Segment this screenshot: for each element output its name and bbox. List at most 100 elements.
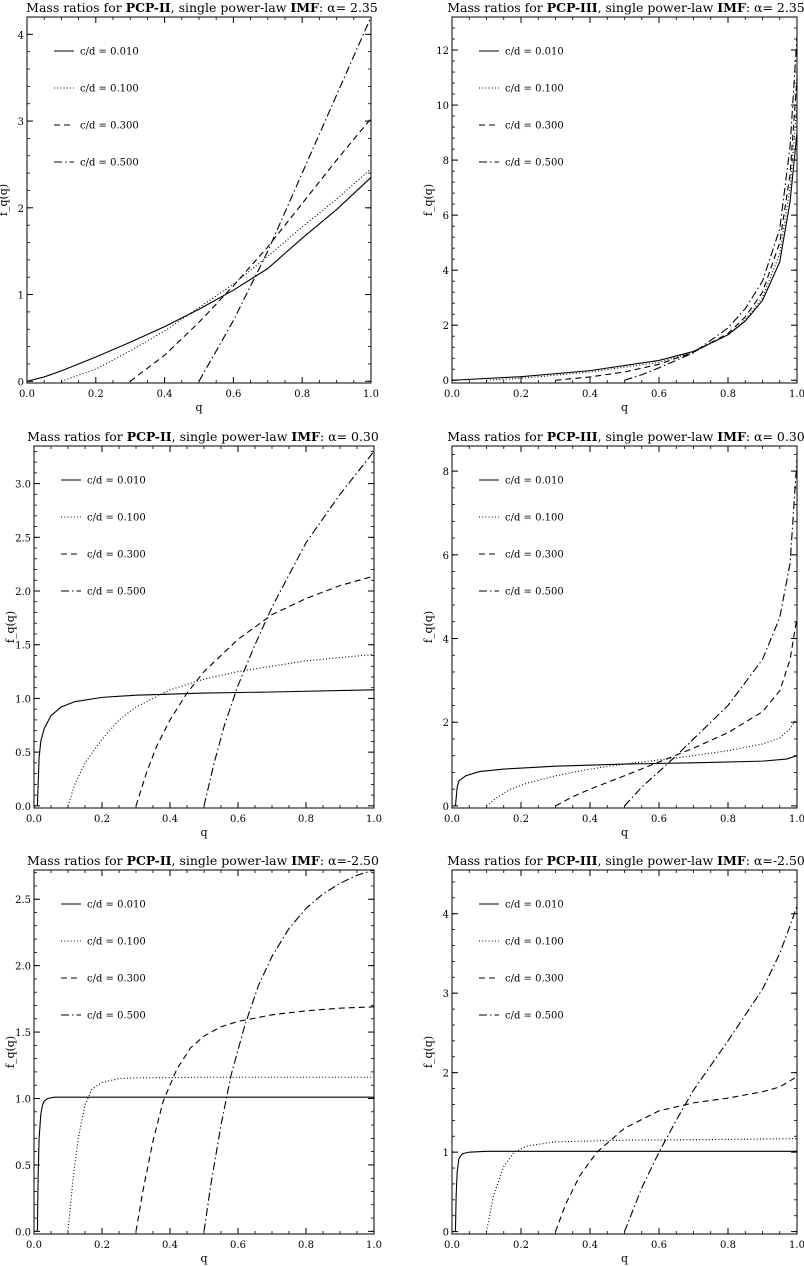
x-tick-label: 1.0 [789, 814, 804, 825]
y-tick-label: 6 [443, 211, 449, 222]
legend-label: c/d = 0.100 [505, 937, 564, 948]
chart-title-imf: IMF [717, 429, 746, 444]
chart-title-model: PCP-II [127, 429, 172, 444]
y-tick-label: 12 [436, 46, 449, 57]
chart-title-alpha-label: : α=-2.50 [746, 853, 804, 868]
legend-prefix: c/d = [505, 476, 535, 487]
y-axis-label: f_q(q) [422, 184, 435, 216]
y-tick-label: 0.0 [15, 802, 31, 813]
chart-title-prefix: Mass ratios for [27, 853, 127, 868]
x-tick-label: 0.4 [162, 814, 178, 825]
x-tick-label: 1.0 [366, 1240, 382, 1251]
legend-value: 0.500 [117, 587, 146, 598]
legend-label: c/d = 0.300 [505, 974, 564, 985]
x-tick-label: 0.0 [444, 389, 460, 400]
chart-title-model: PCP-III [547, 853, 598, 868]
x-axis-label: q [621, 826, 628, 839]
y-tick-label: 1.0 [15, 1094, 31, 1105]
x-tick-label: 0.4 [582, 1240, 598, 1251]
legend-value: 0.300 [117, 974, 146, 985]
series-line-dotted [67, 653, 374, 807]
x-tick-label: 1.0 [363, 389, 379, 400]
legend-value: 0.100 [117, 937, 146, 948]
legend-value: 0.010 [110, 47, 139, 58]
legend-value: 0.010 [117, 900, 146, 911]
y-tick-label: 0.0 [15, 1227, 31, 1238]
legend-label: c/d = 0.100 [87, 937, 146, 948]
series-line-dashdot [203, 451, 374, 806]
chart-title-imf: IMF [717, 853, 746, 868]
legend-value: 0.010 [535, 47, 564, 58]
x-tick-label: 0.2 [513, 814, 529, 825]
y-tick-label: 0 [443, 802, 449, 813]
x-tick-label: 0.2 [94, 1240, 110, 1251]
y-tick-label: 3 [18, 117, 24, 128]
legend-value: 0.500 [535, 1011, 564, 1022]
series-line-dashdot [624, 458, 797, 807]
series-line-dashed [129, 118, 371, 382]
x-tick-label: 0.4 [162, 1240, 178, 1251]
y-tick-label: 0.5 [15, 748, 31, 759]
series-line-dashdot [198, 17, 371, 382]
chart-title-prefix: Mass ratios for [27, 429, 127, 444]
legend-label: c/d = 0.500 [80, 158, 139, 169]
x-tick-label: 1.0 [789, 1240, 804, 1251]
y-tick-label: 1 [443, 1148, 449, 1159]
chart-title: Mass ratios for PCP-III, single power-la… [447, 429, 804, 444]
legend-label: c/d = 0.010 [87, 476, 146, 487]
chart-title-alpha-label: : α= 0.30 [320, 429, 379, 444]
legend-prefix: c/d = [505, 121, 535, 132]
x-axis-label: q [195, 401, 202, 414]
legend-prefix: c/d = [87, 587, 117, 598]
x-tick-label: 0.2 [513, 1240, 529, 1251]
x-tick-label: 0.8 [720, 389, 736, 400]
legend-value: 0.300 [535, 974, 564, 985]
y-tick-label: 3 [443, 989, 449, 1000]
chart-title-alpha-label: : α= 2.35 [319, 0, 378, 15]
legend-value: 0.100 [535, 937, 564, 948]
series-line-dashed [135, 575, 374, 807]
legend-label: c/d = 0.300 [505, 550, 564, 561]
x-tick-label: 0.0 [444, 1240, 460, 1251]
y-tick-label: 10 [436, 101, 449, 112]
legend-prefix: c/d = [505, 513, 535, 524]
series-line-solid [452, 132, 797, 381]
plot-frame [33, 445, 375, 809]
y-tick-label: 6 [443, 551, 449, 562]
chart-title-model: PCP-III [547, 0, 598, 15]
chart-title-imf: IMF [291, 429, 320, 444]
y-axis-label: f_q(q) [422, 611, 435, 643]
x-tick-label: 0.8 [720, 814, 736, 825]
chart-title-prefix: Mass ratios for [447, 429, 547, 444]
y-tick-label: 8 [443, 156, 449, 167]
legend-label: c/d = 0.010 [505, 900, 564, 911]
legend-prefix: c/d = [87, 900, 117, 911]
series-line-dashdot [623, 905, 797, 1232]
legend-value: 0.300 [110, 121, 139, 132]
series-line-dashed [135, 1006, 374, 1232]
series-line-dotted [67, 1076, 374, 1232]
legend-label: c/d = 0.100 [505, 84, 564, 95]
legend-value: 0.300 [535, 550, 564, 561]
legend-label: c/d = 0.100 [87, 513, 146, 524]
legend-prefix: c/d = [505, 587, 535, 598]
chart-title: Mass ratios for PCP-II, single power-law… [26, 0, 378, 15]
chart-title-mid: , single power-law [598, 429, 718, 444]
y-tick-label: 2.0 [15, 587, 31, 598]
chart-title-prefix: Mass ratios for [26, 0, 126, 15]
legend-prefix: c/d = [505, 158, 535, 169]
x-tick-label: 0.2 [88, 389, 104, 400]
y-tick-label: 2.5 [15, 895, 31, 906]
y-tick-label: 0.5 [15, 1161, 31, 1172]
y-tick-label: 1.5 [15, 641, 31, 652]
x-tick-label: 0.0 [26, 1240, 42, 1251]
y-tick-label: 2 [18, 204, 24, 215]
x-tick-label: 0.6 [651, 389, 667, 400]
chart-title-alpha-label: : α= 0.30 [746, 429, 804, 444]
legend-value: 0.010 [117, 476, 146, 487]
chart-title-prefix: Mass ratios for [447, 853, 547, 868]
y-tick-label: 0 [18, 377, 24, 388]
chart-title-mid: , single power-law [172, 429, 292, 444]
x-tick-label: 0.6 [651, 1240, 667, 1251]
